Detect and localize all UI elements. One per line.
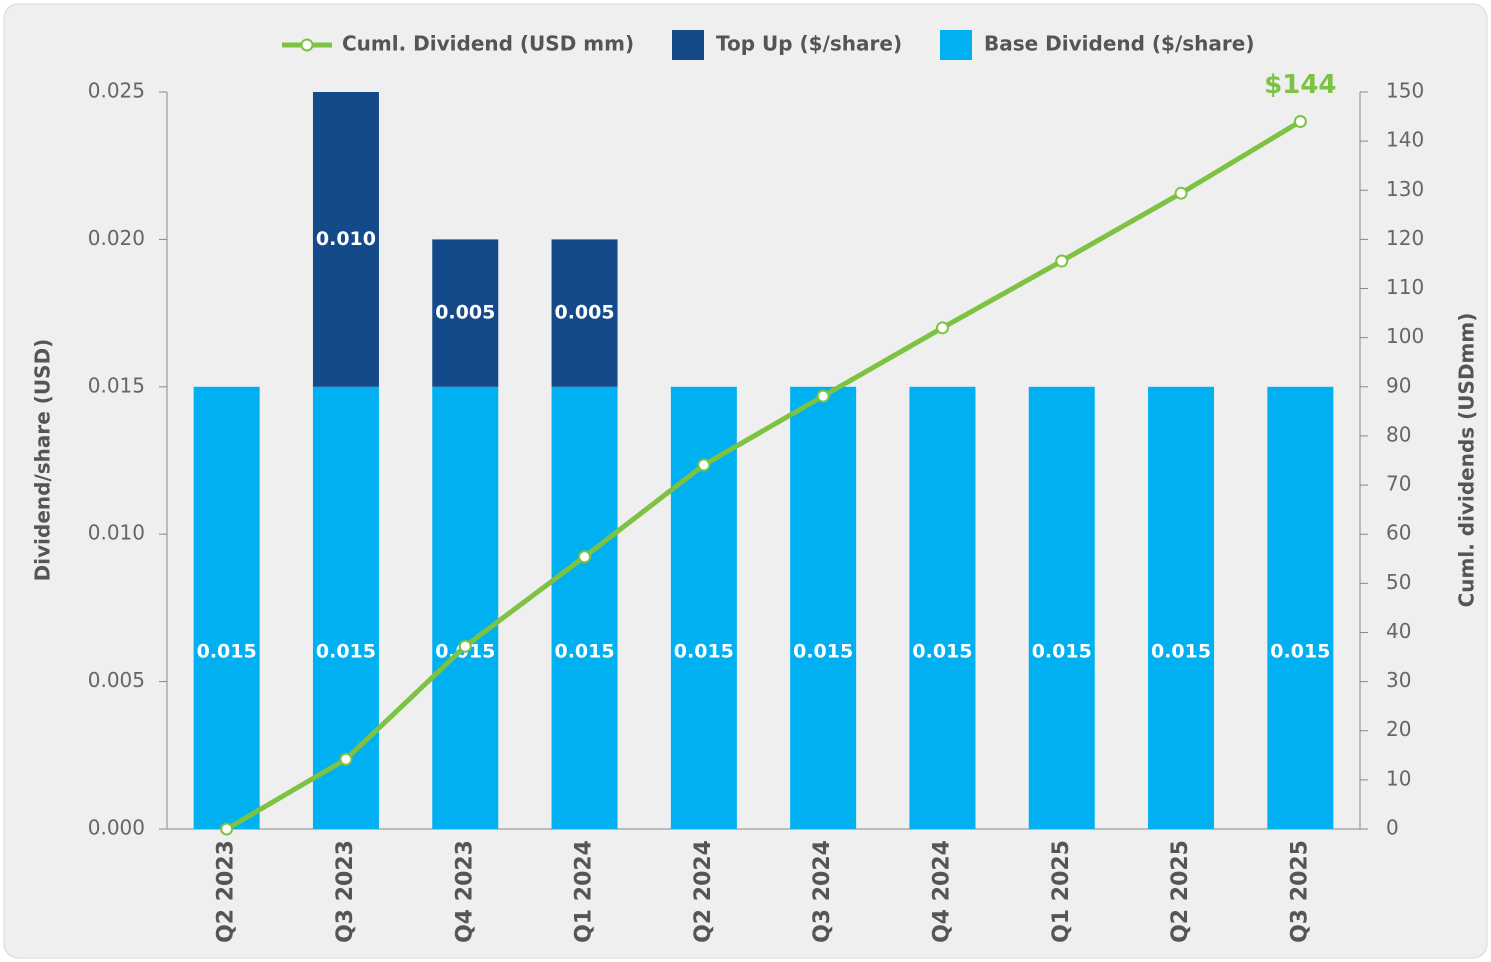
y2-tick-label: 20 [1386,717,1411,741]
bar-segment [1148,386,1215,829]
y2-tick-label: 120 [1386,226,1424,250]
line-marker [578,550,592,564]
line-marker [1174,186,1188,200]
y-tick-label: 0.010 [88,521,145,545]
data-label: 0.015 [1270,641,1330,663]
line-marker [697,458,711,472]
x-tick-label: Q2 2025 [1168,840,1193,943]
bar-segment [193,386,260,829]
x-tick-label: Q4 2024 [929,840,954,943]
bar-segment [312,92,379,387]
legend-marker [300,38,314,52]
y2-tick-label: 110 [1386,275,1424,299]
data-label: 0.005 [554,302,614,324]
x-tick-label: Q3 2024 [810,840,835,943]
legend-swatch [672,30,704,60]
data-label: 0.010 [316,228,376,250]
bar-segment [551,386,618,829]
y-axis-title: Dividend/share (USD) [31,339,55,582]
y2-tick-label: 0 [1386,816,1399,840]
x-tick-label: Q2 2023 [214,840,239,943]
y-tick-label: 0.020 [88,226,145,250]
y2-axis-title: Cuml. dividends (USDmm) [1455,313,1479,608]
data-label: 0.005 [435,302,495,324]
y2-tick-label: 40 [1386,619,1411,643]
y-tick-label: 0.015 [88,373,145,397]
annotation: $144 [1264,70,1336,100]
bar-segment [909,386,976,829]
y2-tick-label: 130 [1386,177,1424,201]
bar-segment [432,239,499,387]
data-label: 0.015 [674,641,734,663]
legend-label: Cuml. Dividend (USD mm) [342,32,634,56]
line-marker [935,321,949,335]
data-label: 0.015 [793,641,853,663]
data-label: 0.015 [1032,641,1092,663]
y2-tick-label: 60 [1386,521,1411,545]
legend-swatch [940,30,972,60]
line-marker [339,752,353,766]
x-tick-label: Q1 2024 [572,840,597,943]
bar-segment [1028,386,1095,829]
bar-segment [790,386,857,829]
x-tick-label: Q1 2025 [1049,840,1074,943]
bar-segment [551,239,618,387]
line-marker [1055,254,1069,268]
data-label: 0.015 [554,641,614,663]
line-marker [1293,114,1307,128]
data-label: 0.015 [316,641,376,663]
y2-tick-label: 90 [1386,373,1411,397]
data-label: 0.015 [1151,641,1211,663]
x-tick-label: Q3 2025 [1287,840,1312,943]
x-tick-label: Q4 2023 [452,840,477,943]
line-marker [458,639,472,653]
x-tick-label: Q3 2023 [333,840,358,943]
y2-tick-label: 140 [1386,128,1424,152]
line-marker [220,822,234,836]
y-tick-label: 0.025 [88,79,145,103]
data-label: 0.015 [912,641,972,663]
y2-tick-label: 70 [1386,472,1411,496]
bar-segment [1267,386,1334,829]
data-label: 0.015 [197,641,257,663]
legend-label: Base Dividend ($/share) [984,32,1255,56]
y-tick-label: 0.000 [88,816,145,840]
y2-tick-label: 150 [1386,79,1424,103]
y-tick-label: 0.005 [88,668,145,692]
y2-tick-label: 80 [1386,422,1411,446]
bar-segment [432,386,499,829]
legend-label: Top Up ($/share) [716,32,902,56]
y2-tick-label: 100 [1386,324,1424,348]
y2-tick-label: 10 [1386,766,1411,790]
line [225,119,1302,832]
y2-tick-label: 30 [1386,668,1411,692]
line-marker [816,389,830,403]
y2-tick-label: 50 [1386,570,1411,594]
x-tick-label: Q2 2024 [691,840,716,943]
